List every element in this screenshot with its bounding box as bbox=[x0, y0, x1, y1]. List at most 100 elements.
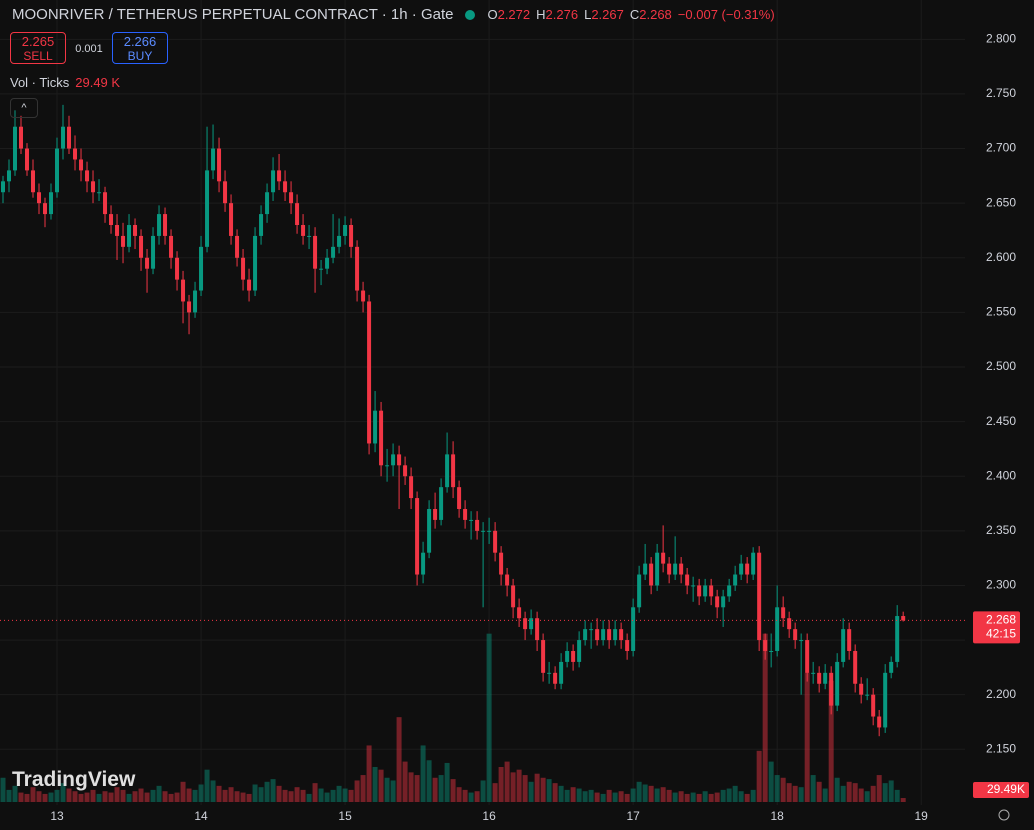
candle-body bbox=[367, 301, 372, 444]
candle-body bbox=[343, 225, 348, 236]
candle-body bbox=[271, 170, 276, 193]
candle-body bbox=[151, 235, 156, 269]
candle-body bbox=[625, 640, 630, 651]
candle-body bbox=[169, 235, 174, 258]
candle-body bbox=[439, 487, 444, 520]
candle-body bbox=[721, 596, 726, 608]
candle-body bbox=[13, 126, 18, 171]
candle-body bbox=[793, 629, 798, 641]
volume-bar bbox=[534, 773, 540, 802]
title: MOONRIVER / TETHERUS PERPETUAL CONTRACT … bbox=[12, 6, 454, 23]
volume-bar bbox=[294, 787, 300, 802]
candle-body bbox=[901, 616, 906, 621]
candle-body bbox=[667, 563, 672, 575]
volume-bar bbox=[318, 788, 324, 802]
candle-body bbox=[715, 596, 720, 608]
candle-body bbox=[655, 552, 660, 586]
volume-bar bbox=[840, 785, 846, 802]
volume-bar bbox=[492, 783, 498, 802]
candle-body bbox=[709, 585, 714, 597]
volume-bar bbox=[780, 777, 786, 802]
volume-legend: Vol · Ticks 29.49 K bbox=[10, 75, 120, 90]
volume-bar bbox=[570, 787, 576, 802]
volume-bar bbox=[102, 791, 108, 802]
candle-body bbox=[661, 552, 666, 564]
candle-body bbox=[307, 235, 312, 237]
ohlc-label: O bbox=[487, 7, 498, 22]
volume-bar bbox=[450, 779, 456, 802]
ohlc-label: L bbox=[584, 7, 592, 22]
volume-bar bbox=[144, 792, 150, 802]
volume-bar bbox=[756, 750, 762, 802]
volume-bar bbox=[864, 791, 870, 802]
candle-body bbox=[889, 661, 894, 673]
watermark: TradingView bbox=[12, 768, 136, 791]
volume-bar bbox=[852, 783, 858, 802]
ohlc-value: 2.267 bbox=[591, 7, 624, 22]
candle-body bbox=[673, 563, 678, 575]
volume-bar bbox=[462, 789, 468, 802]
candle-body bbox=[229, 203, 234, 236]
volume-bar bbox=[258, 787, 264, 802]
candle-body bbox=[43, 203, 48, 215]
volume-bar bbox=[168, 793, 174, 802]
ohlc-value: 2.272 bbox=[497, 7, 531, 22]
candle-body bbox=[481, 530, 486, 532]
volume-bar bbox=[552, 783, 558, 802]
sell-label: SELL bbox=[23, 49, 53, 63]
candle-body bbox=[871, 694, 876, 717]
volume-bar bbox=[624, 793, 630, 802]
candle-body bbox=[463, 508, 468, 520]
volume-bar bbox=[180, 781, 186, 802]
candle-body bbox=[217, 148, 222, 182]
volume-bar bbox=[786, 783, 792, 802]
volume-bar bbox=[300, 789, 306, 802]
x-tick-label: 15 bbox=[338, 809, 352, 823]
buy-button[interactable]: 2.266 BUY bbox=[112, 32, 168, 64]
candle-body bbox=[433, 508, 438, 520]
candle-body bbox=[697, 585, 702, 597]
volume-bar bbox=[132, 791, 138, 802]
candle-body bbox=[241, 257, 246, 280]
volume-bar bbox=[726, 788, 732, 802]
candle-body bbox=[781, 607, 786, 619]
candle-body bbox=[877, 716, 882, 728]
volume-bar bbox=[546, 779, 552, 802]
candle-body bbox=[853, 650, 858, 684]
volume-bar bbox=[126, 793, 132, 802]
candle-body bbox=[805, 640, 810, 673]
volume-bar bbox=[498, 766, 504, 802]
candle-body bbox=[769, 650, 774, 652]
volume-bar bbox=[642, 784, 648, 802]
volume-bar bbox=[858, 788, 864, 802]
candle-body bbox=[643, 563, 648, 575]
settings-icon bbox=[998, 809, 1010, 821]
candle-body bbox=[547, 672, 552, 674]
y-tick-label: 2.650 bbox=[986, 195, 1016, 209]
volume-bar bbox=[798, 787, 804, 802]
volume-bar bbox=[810, 775, 816, 802]
volume-bar bbox=[312, 783, 318, 802]
volume-bar bbox=[702, 791, 708, 802]
volume-bar bbox=[48, 792, 54, 802]
volume-bar bbox=[630, 788, 636, 802]
volume-bar bbox=[708, 793, 714, 802]
candle-body bbox=[55, 148, 60, 193]
sell-button[interactable]: 2.265 SELL bbox=[10, 32, 66, 64]
volume-bar bbox=[528, 781, 534, 802]
volume-bar bbox=[18, 792, 24, 802]
volume-bar bbox=[828, 680, 834, 802]
volume-bar bbox=[12, 785, 18, 802]
candle-body bbox=[607, 629, 612, 641]
collapse-button[interactable]: ^ bbox=[10, 98, 38, 118]
volume-bar bbox=[390, 780, 396, 802]
volume-bar bbox=[354, 780, 360, 802]
candle-body bbox=[679, 563, 684, 575]
candle-body bbox=[529, 618, 534, 630]
volume-bar bbox=[330, 789, 336, 802]
volume-bar bbox=[24, 793, 30, 802]
volume-bar bbox=[426, 760, 432, 802]
candle-body bbox=[847, 629, 852, 651]
candle-body bbox=[733, 574, 738, 586]
volume-bar bbox=[618, 791, 624, 802]
